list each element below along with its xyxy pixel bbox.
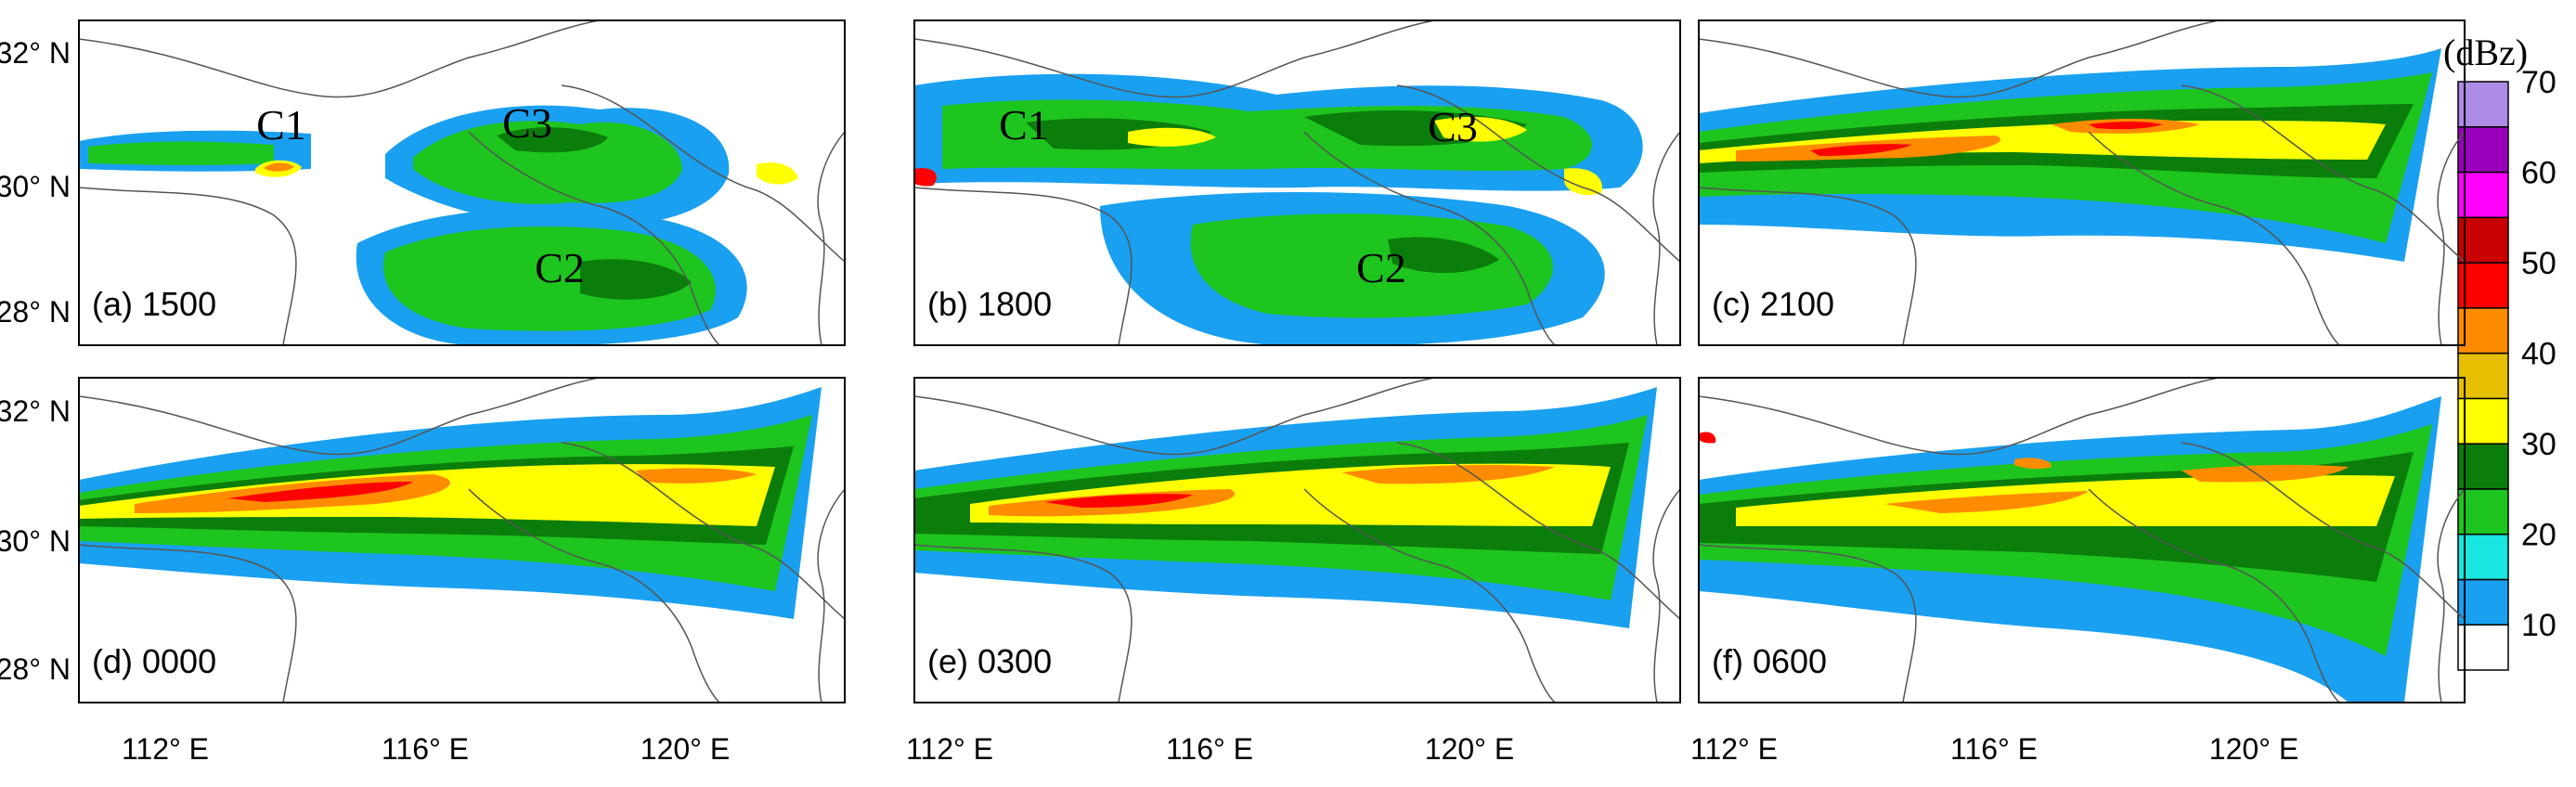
boundaries xyxy=(1699,20,2465,345)
lat-label-30-top: 30° N xyxy=(0,170,71,203)
cell-label-c2: C2 xyxy=(535,244,585,291)
map-area xyxy=(914,378,1680,703)
panel-frame xyxy=(1698,377,2466,703)
lon-label-120-e: 120° E xyxy=(1425,732,1514,766)
lon-label-112-d: 112° E xyxy=(122,732,209,766)
colorbar-box xyxy=(2457,397,2509,445)
colorbar-tick-labels: 10 20 30 40 50 60 70 xyxy=(2521,65,2557,643)
lon-label-120-f: 120° E xyxy=(2209,732,2298,766)
colorbar-box xyxy=(2457,216,2509,264)
reflectivity-field xyxy=(79,387,822,619)
colorbar-box xyxy=(2457,126,2509,174)
cell-label-c3: C3 xyxy=(502,99,552,147)
colorbar-tick-label: 20 xyxy=(2521,518,2557,553)
panel-label: (b) 1800 xyxy=(927,285,1052,323)
lon-label-112-f: 112° E xyxy=(1690,732,1778,766)
panel-label: (f) 0600 xyxy=(1712,642,1827,680)
boundaries xyxy=(914,378,1680,703)
panel-b: (b) 1800 C1 C3 C2 xyxy=(913,19,1681,346)
panel-frame xyxy=(78,19,846,346)
colorbar-box xyxy=(2457,578,2509,626)
colorbar-tick-label: 40 xyxy=(2521,337,2557,372)
map-area xyxy=(79,378,845,703)
lat-label-32-top: 32° N xyxy=(0,36,71,70)
lat-label-28-top: 28° N xyxy=(0,295,71,329)
panel-d: (d) 0000 xyxy=(78,377,846,703)
map-area xyxy=(1699,20,2465,345)
colorbar-tick-label: 10 xyxy=(2521,608,2557,643)
panel-frame xyxy=(913,377,1681,703)
lat-label-28-bottom: 28° N xyxy=(0,652,71,686)
map-area xyxy=(79,20,845,345)
cell-label-c1: C1 xyxy=(999,101,1049,148)
lat-label-32-bottom: 32° N xyxy=(0,394,71,428)
colorbar-tick-label: 50 xyxy=(2521,246,2557,281)
lon-label-112-e: 112° E xyxy=(906,732,993,766)
colorbar-boxes xyxy=(2457,81,2509,671)
longitude-labels: 112° E 116° E 120° E 112° E 116° E 120° … xyxy=(122,732,2298,766)
colorbar-box xyxy=(2457,307,2509,355)
reflectivity-field xyxy=(1699,48,2441,262)
boundaries xyxy=(79,20,845,345)
boundaries xyxy=(79,378,845,703)
cell-label-c2: C2 xyxy=(1356,244,1406,291)
latitude-labels: 28° N 30° N 32° N 28° N 30° N 32° N xyxy=(0,36,71,686)
panel-frame xyxy=(1698,19,2466,346)
colorbar-box xyxy=(2457,488,2509,535)
panel-frame xyxy=(913,19,1681,346)
panel-a: (a) 1500 C1 C3 C2 xyxy=(78,19,846,346)
colorbar-unit-label: (dBz) xyxy=(2443,32,2528,73)
lon-label-116-f: 116° E xyxy=(1950,732,2038,766)
colorbar-tick-label: 60 xyxy=(2521,156,2557,191)
map-area xyxy=(1699,378,2465,703)
cell-label-c1: C1 xyxy=(256,101,306,148)
reflectivity-field xyxy=(914,387,1657,628)
colorbar-tick-label: 30 xyxy=(2521,427,2557,462)
colorbar-box xyxy=(2457,81,2509,128)
panel-label: (c) 2100 xyxy=(1712,285,1834,323)
cell-label-c3: C3 xyxy=(1428,103,1478,150)
panel-label: (a) 1500 xyxy=(92,285,216,323)
lon-label-116-d: 116° E xyxy=(382,732,469,766)
colorbar-box xyxy=(2457,262,2509,309)
lon-label-120-d: 120° E xyxy=(641,732,730,766)
map-area xyxy=(914,20,1680,345)
colorbar-box xyxy=(2457,533,2509,581)
reflectivity-field xyxy=(914,73,1643,345)
panel-f: (f) 0600 xyxy=(1698,377,2466,703)
colorbar-tick-label: 70 xyxy=(2521,65,2557,100)
lat-label-30-bottom: 30° N xyxy=(0,524,71,558)
colorbar: (dBz) 10 20 30 40 50 60 70 xyxy=(2443,32,2557,671)
colorbar-box xyxy=(2457,171,2509,219)
boundaries xyxy=(914,20,1680,345)
panel-e: (e) 0300 xyxy=(913,377,1681,703)
panel-label: (e) 0300 xyxy=(927,642,1052,680)
colorbar-box xyxy=(2457,624,2509,671)
lon-label-116-e: 116° E xyxy=(1166,732,1253,766)
panel-frame xyxy=(78,377,846,703)
colorbar-box xyxy=(2457,443,2509,490)
panel-c: (c) 2100 xyxy=(1698,19,2466,346)
colorbar-box xyxy=(2457,352,2509,400)
boundaries xyxy=(1699,378,2465,703)
panel-label: (d) 0000 xyxy=(92,642,216,680)
